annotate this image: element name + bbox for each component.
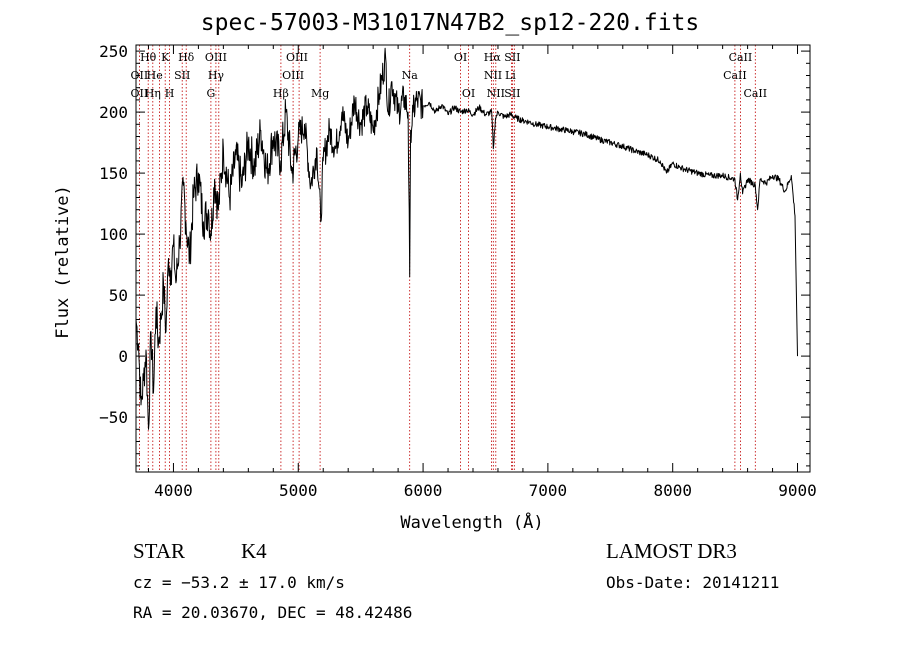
- line-label-Li: Li: [505, 69, 516, 82]
- y-tick-label: 150: [99, 164, 128, 183]
- line-label-Hη: Hη: [145, 87, 161, 100]
- line-label-Hθ: Hθ: [140, 51, 157, 64]
- line-label-CaII: CaII: [723, 69, 747, 82]
- line-label-OII: OII: [131, 87, 149, 100]
- line-label-He: He: [147, 69, 163, 82]
- line-label-G: G: [207, 87, 216, 100]
- line-label-Mg: Mg: [311, 87, 329, 100]
- axes-layer: 4000 5000 6000 7000 8000 9000 −50 0 50 100 150 200 2…: [99, 42, 817, 500]
- y-tick-label: 100: [99, 225, 128, 244]
- line-label-OIII: OIII: [205, 51, 227, 64]
- object-subclass: K4: [241, 539, 267, 563]
- x-axis-label: Wavelength (Å): [400, 511, 543, 533]
- obs-date: Obs-Date: 20141211: [606, 573, 780, 592]
- line-label-Hα: Hα: [484, 51, 502, 64]
- line-label-OIII: OIII: [286, 51, 308, 64]
- y-tick-label: 50: [109, 286, 128, 305]
- plot-frame: [135, 44, 811, 473]
- line-label-K: K: [161, 51, 170, 64]
- spectral-lines-layer: [138, 45, 756, 472]
- y-tick-label: 0: [118, 347, 128, 366]
- spectrum-series-line: [135, 47, 798, 430]
- x-tick-label: 4000: [154, 481, 193, 500]
- x-tick-label: 5000: [279, 481, 318, 500]
- line-label-Na: Na: [402, 69, 419, 82]
- ra-dec: RA = 20.03670, DEC = 48.42486: [133, 603, 413, 622]
- x-tick-label: 6000: [404, 481, 443, 500]
- line-label-OI: OI: [462, 87, 475, 100]
- line-label-CaII: CaII: [743, 87, 767, 100]
- line-label-OIII: OIII: [282, 69, 304, 82]
- line-label-OI: OI: [454, 51, 467, 64]
- line-label-Hβ: Hβ: [273, 87, 289, 100]
- line-label-SII: SII: [504, 51, 520, 64]
- y-axis-label: Flux (relative): [53, 185, 73, 339]
- line-label-Hγ: Hγ: [208, 69, 225, 82]
- line-label-NII: NII: [484, 69, 502, 82]
- line-label-NII: NII: [487, 87, 505, 100]
- y-tick-label: −50: [99, 408, 128, 427]
- line-label-SII: SII: [174, 69, 190, 82]
- redshift-cz: cz = −53.2 ± 17.0 km/s: [133, 573, 345, 592]
- survey-name: LAMOST DR3: [606, 539, 737, 563]
- line-label-CaII: CaII: [729, 51, 753, 64]
- x-tick-label: 8000: [653, 481, 692, 500]
- line-label-SII: SII: [504, 87, 520, 100]
- x-tick-label: 7000: [529, 481, 568, 500]
- y-tick-label: 200: [99, 103, 128, 122]
- chart-title: spec-57003-M31017N47B2_sp12-220.fits: [200, 10, 700, 36]
- y-tick-label: 250: [99, 42, 128, 61]
- line-label-H: H: [165, 87, 175, 100]
- x-tick-label: 9000: [778, 481, 817, 500]
- object-class: STAR: [133, 539, 185, 563]
- line-label-Hδ: Hδ: [178, 51, 195, 64]
